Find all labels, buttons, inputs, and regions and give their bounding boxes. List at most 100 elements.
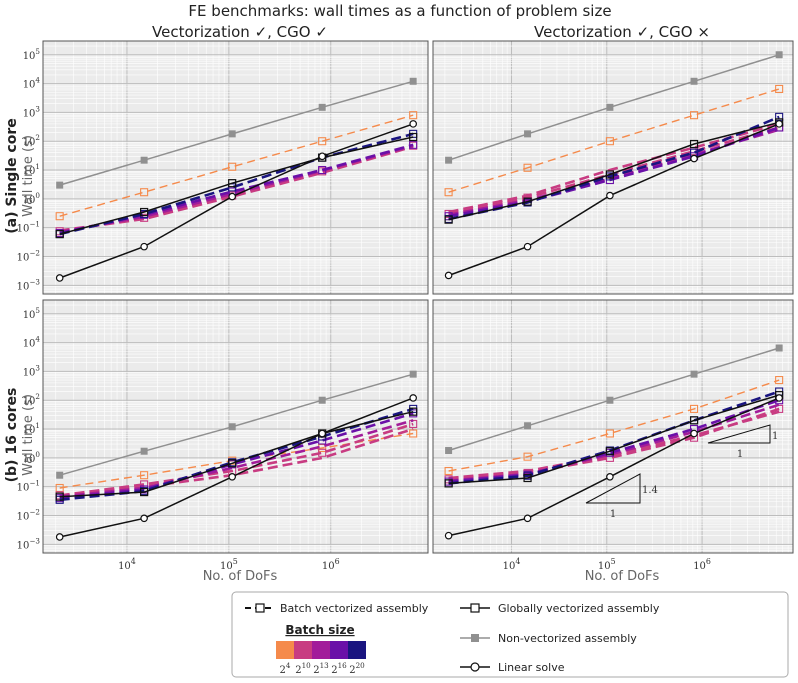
- data-point: [140, 156, 148, 164]
- data-point: [605, 170, 615, 179]
- legend-item-nonvec: Non-vectorized assembly: [460, 632, 637, 645]
- data-point: [775, 394, 783, 402]
- x-tick-label: 106: [322, 557, 340, 572]
- data-point: [55, 533, 64, 541]
- data-point: [523, 514, 532, 523]
- x-axis-label-left: No. of DoFs: [203, 569, 278, 584]
- series-line: [59, 136, 414, 235]
- x-axis-label-right: No. of DoFs: [585, 569, 660, 584]
- data-point: [318, 165, 327, 175]
- batch-swatch: [330, 641, 348, 659]
- legend-item-global: Globally vectorized assembly: [460, 602, 660, 615]
- series-batch-1: [448, 122, 780, 214]
- y-tick-label: 10−2: [17, 249, 40, 264]
- data-point: [775, 120, 783, 128]
- data-point: [690, 111, 699, 120]
- data-point: [444, 215, 453, 224]
- y-tick-label: 101: [23, 421, 40, 436]
- slope-triangle-1: 1 1: [707, 424, 778, 460]
- data-point: [690, 154, 698, 163]
- data-point: [55, 229, 64, 239]
- slope-run-1: 1: [737, 449, 743, 460]
- data-point: [228, 179, 237, 188]
- y-tick-label: 101: [23, 162, 40, 177]
- data-point: [690, 77, 698, 85]
- series-nonvec: [445, 344, 783, 455]
- series-linear: [444, 120, 783, 280]
- y-tick-label: 10−2: [17, 508, 40, 523]
- data-point: [140, 447, 148, 455]
- data-point: [56, 471, 64, 479]
- batch-swatch: [348, 641, 366, 659]
- data-point: [409, 132, 418, 142]
- data-point: [690, 404, 699, 413]
- y-tick-label: 104: [23, 76, 41, 91]
- data-point: [444, 188, 453, 197]
- legend-item-linear: Linear solve: [460, 661, 565, 674]
- legend: Batch vectorized assembly Batch size 24 2…: [231, 591, 789, 678]
- data-point: [409, 394, 417, 402]
- series-nonvec: [445, 51, 783, 164]
- data-point: [523, 473, 532, 483]
- series-line: [448, 394, 780, 485]
- y-tick-label: 100: [23, 450, 41, 465]
- data-point: [140, 242, 148, 251]
- row-name-b: 16 cores: [4, 388, 20, 455]
- figure-title: FE benchmarks: wall times as a function …: [188, 2, 611, 20]
- y-tick-label: 105: [23, 47, 41, 62]
- series-linear: [55, 394, 417, 541]
- legend-linear-label: Linear solve: [498, 661, 565, 674]
- batch-size-label: 210: [295, 661, 311, 676]
- data-point: [55, 492, 64, 501]
- slope-rise-2: 1.4: [642, 485, 658, 496]
- panel-frame: [42, 299, 429, 554]
- data-point: [55, 274, 64, 282]
- data-point: [140, 188, 149, 197]
- slope-triangle-2: 1 1.4: [585, 473, 658, 520]
- y-tick-label: 10−1: [17, 479, 40, 494]
- row-tag-a: (a): [4, 211, 20, 233]
- slope-run-2: 1: [610, 509, 616, 520]
- data-point: [228, 473, 236, 481]
- data-point: [444, 466, 453, 476]
- x-tick-label: 105: [598, 557, 616, 572]
- y-tick-label: 102: [23, 392, 40, 407]
- panel-a-right: [432, 40, 794, 295]
- batch-size-label: 220: [349, 661, 365, 676]
- data-point: [445, 447, 453, 455]
- data-point: [523, 242, 532, 251]
- y-tick-label: 10−3: [17, 277, 41, 292]
- y-tick-label: 104: [23, 335, 41, 350]
- series-line: [59, 412, 414, 500]
- y-tick-label: 103: [23, 104, 41, 119]
- x-tick-label: 104: [503, 557, 521, 572]
- data-point: [228, 192, 236, 201]
- data-point: [775, 51, 783, 59]
- slope-rise-1: 1: [772, 431, 778, 442]
- data-point: [524, 422, 532, 430]
- data-point: [228, 459, 237, 468]
- data-point: [140, 487, 149, 497]
- data-point: [445, 156, 453, 164]
- column-title-right: Vectorization ✓, CGO ×: [534, 23, 710, 41]
- series-line: [59, 132, 414, 236]
- panel-a-left: [42, 40, 429, 295]
- batch-swatch: [276, 641, 294, 659]
- data-point: [55, 212, 64, 221]
- y-tick-label: 105: [23, 306, 41, 321]
- series-line: [448, 121, 780, 221]
- y-axis-label-a: Wall time (s): [21, 135, 36, 217]
- data-point: [409, 120, 417, 128]
- data-point: [409, 140, 418, 149]
- series-global: [55, 132, 418, 239]
- row-name-a: Single core: [4, 118, 20, 206]
- data-point: [523, 163, 532, 172]
- row-label-a: (a) Single core Wall time (s): [4, 118, 36, 233]
- data-point: [318, 103, 326, 111]
- data-point: [524, 130, 532, 138]
- data-point: [318, 448, 327, 457]
- data-point: [606, 473, 614, 481]
- data-point: [409, 111, 418, 120]
- data-point: [409, 407, 418, 416]
